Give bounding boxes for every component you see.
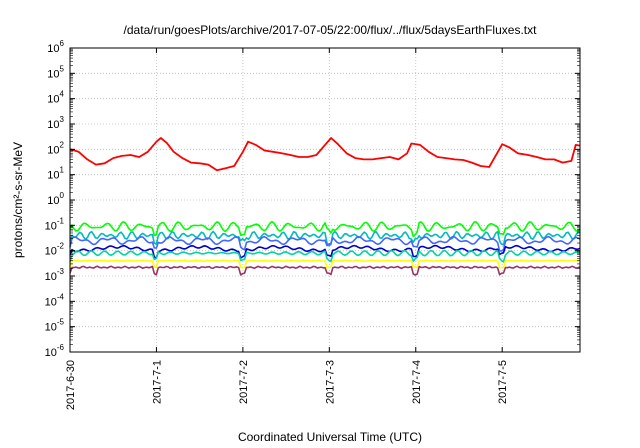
y-axis-label: protons/cm²-s-sr-MeV bbox=[11, 142, 25, 258]
series-line bbox=[69, 220, 581, 238]
series-line bbox=[69, 137, 581, 172]
y-tick-label: 101 bbox=[47, 166, 64, 182]
y-tick-label: 10-6 bbox=[45, 343, 65, 359]
x-axis-ticks: 2017-6-30 2017-7-1 2017-7-2 2017-7-3 2017-7-… bbox=[65, 48, 509, 410]
x-tick-label: 2017-7-1 bbox=[151, 360, 163, 404]
series-line bbox=[69, 249, 581, 263]
y-tick-label: 106 bbox=[47, 39, 64, 55]
y-tick-label: 10-1 bbox=[45, 216, 65, 232]
y-tick-label: 10-2 bbox=[45, 242, 65, 258]
y-tick-label: 10-3 bbox=[45, 267, 65, 283]
x-axis-label: Coordinated Universal Time (UTC) bbox=[238, 430, 422, 444]
y-tick-label: 10-4 bbox=[45, 292, 65, 308]
x-tick-label: 2017-7-2 bbox=[238, 360, 250, 404]
y-axis-ticks: 10-6 10-5 10-4 10-3 10-2 10-1 100 101 102 103 104 1… bbox=[45, 39, 580, 359]
grid bbox=[70, 48, 580, 352]
x-tick-label: 2017-7-5 bbox=[497, 360, 509, 404]
y-tick-label: 100 bbox=[47, 191, 64, 207]
y-tick-label: 103 bbox=[47, 115, 64, 131]
x-tick-label: 2017-7-4 bbox=[411, 360, 423, 404]
y-tick-label: 105 bbox=[47, 64, 64, 80]
series-lines bbox=[69, 137, 581, 276]
y-tick-label: 102 bbox=[47, 140, 64, 156]
x-tick-label: 2017-7-3 bbox=[324, 360, 336, 404]
y-tick-label: 104 bbox=[47, 90, 64, 106]
x-tick-label: 2017-6-30 bbox=[65, 360, 77, 410]
y-tick-label: 10-5 bbox=[45, 318, 65, 334]
series-line bbox=[69, 235, 581, 252]
series-line bbox=[69, 259, 581, 269]
series-line bbox=[69, 265, 581, 276]
series-line bbox=[69, 244, 581, 259]
chart-title: /data/run/goesPlots/archive/2017-07-05/2… bbox=[124, 23, 538, 37]
series-line bbox=[69, 230, 581, 247]
